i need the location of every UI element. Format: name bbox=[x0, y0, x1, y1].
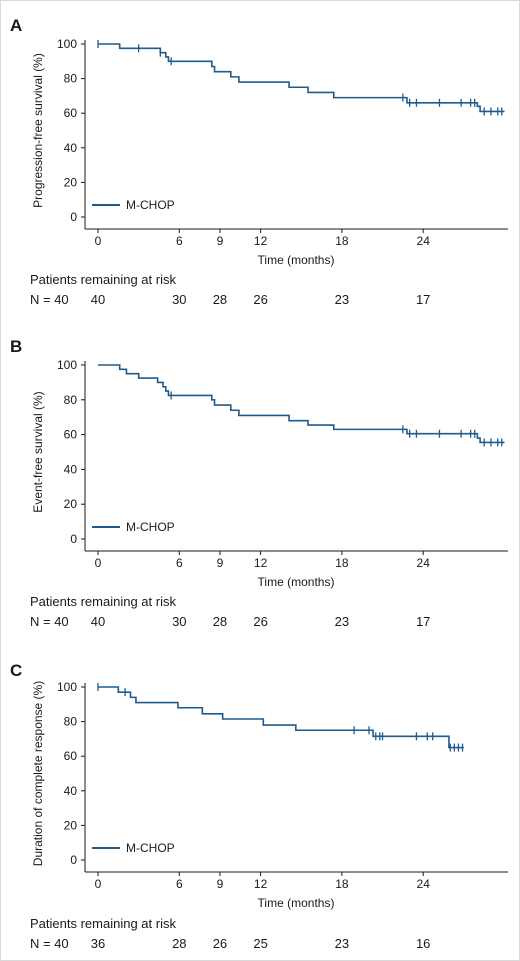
x-tick-label: 9 bbox=[217, 556, 224, 570]
x-tick-label: 9 bbox=[217, 234, 224, 248]
x-tick-label: 18 bbox=[335, 234, 349, 248]
x-tick-label: 0 bbox=[95, 234, 102, 248]
y-tick-label: 40 bbox=[64, 141, 78, 155]
risk-table-title: Patients remaining at risk bbox=[30, 272, 176, 287]
x-tick-label: 18 bbox=[335, 877, 349, 891]
km-curve-m-chop bbox=[98, 686, 464, 749]
y-axis-title: Event-free survival (%) bbox=[31, 391, 45, 512]
x-axis-title: Time (months) bbox=[258, 896, 335, 910]
legend-label: M-CHOP bbox=[126, 520, 175, 534]
y-tick-label: 100 bbox=[57, 358, 77, 372]
y-tick-label: 100 bbox=[57, 37, 77, 51]
risk-table-n: N = 40 bbox=[30, 614, 69, 629]
panel-letter: B bbox=[10, 337, 22, 356]
risk-count: 16 bbox=[416, 936, 430, 951]
risk-count: 36 bbox=[91, 936, 105, 951]
risk-count: 23 bbox=[335, 292, 349, 307]
panel-letter: C bbox=[10, 661, 22, 680]
y-axis-title: Duration of complete response (%) bbox=[31, 681, 45, 866]
y-tick-label: 40 bbox=[64, 462, 78, 476]
legend-label: M-CHOP bbox=[126, 841, 175, 855]
x-tick-label: 12 bbox=[254, 234, 268, 248]
x-tick-label: 18 bbox=[335, 556, 349, 570]
y-tick-label: 20 bbox=[64, 818, 78, 832]
x-tick-label: 0 bbox=[95, 877, 102, 891]
y-tick-label: 60 bbox=[64, 106, 78, 120]
y-tick-label: 100 bbox=[57, 680, 77, 694]
risk-count: 26 bbox=[253, 292, 267, 307]
risk-count: 28 bbox=[213, 614, 227, 629]
x-tick-label: 6 bbox=[176, 877, 183, 891]
risk-count: 28 bbox=[213, 292, 227, 307]
y-tick-label: 0 bbox=[70, 532, 77, 546]
y-tick-label: 80 bbox=[64, 715, 78, 729]
x-tick-label: 24 bbox=[417, 234, 431, 248]
km-curve-m-chop bbox=[98, 43, 505, 113]
risk-count: 40 bbox=[91, 614, 105, 629]
km-curve-m-chop bbox=[98, 364, 505, 444]
y-axis-title: Progression-free survival (%) bbox=[31, 53, 45, 208]
risk-count: 23 bbox=[335, 936, 349, 951]
risk-count: 26 bbox=[213, 936, 227, 951]
risk-count: 17 bbox=[416, 614, 430, 629]
risk-count: 28 bbox=[172, 936, 186, 951]
x-tick-label: 6 bbox=[176, 234, 183, 248]
y-tick-label: 60 bbox=[64, 749, 78, 763]
x-tick-label: 24 bbox=[417, 556, 431, 570]
risk-count: 30 bbox=[172, 614, 186, 629]
risk-count: 30 bbox=[172, 292, 186, 307]
risk-table-n: N = 40 bbox=[30, 292, 69, 307]
y-tick-label: 0 bbox=[70, 853, 77, 867]
risk-table-title: Patients remaining at risk bbox=[30, 916, 176, 931]
x-tick-label: 12 bbox=[254, 877, 268, 891]
y-tick-label: 20 bbox=[64, 175, 78, 189]
risk-count: 23 bbox=[335, 614, 349, 629]
risk-table-title: Patients remaining at risk bbox=[30, 594, 176, 609]
y-tick-label: 80 bbox=[64, 393, 78, 407]
risk-table-n: N = 40 bbox=[30, 936, 69, 951]
x-tick-label: 6 bbox=[176, 556, 183, 570]
risk-count: 40 bbox=[91, 292, 105, 307]
risk-count: 17 bbox=[416, 292, 430, 307]
y-tick-label: 40 bbox=[64, 784, 78, 798]
y-tick-label: 0 bbox=[70, 210, 77, 224]
legend-label: M-CHOP bbox=[126, 198, 175, 212]
x-axis-title: Time (months) bbox=[258, 253, 335, 267]
y-tick-label: 60 bbox=[64, 428, 78, 442]
x-tick-label: 9 bbox=[217, 877, 224, 891]
risk-count: 25 bbox=[253, 936, 267, 951]
x-tick-label: 24 bbox=[417, 877, 431, 891]
x-axis-title: Time (months) bbox=[258, 575, 335, 589]
y-tick-label: 20 bbox=[64, 497, 78, 511]
risk-count: 26 bbox=[253, 614, 267, 629]
x-tick-label: 12 bbox=[254, 556, 268, 570]
panel-letter: A bbox=[10, 16, 22, 35]
y-tick-label: 80 bbox=[64, 72, 78, 86]
x-tick-label: 0 bbox=[95, 556, 102, 570]
